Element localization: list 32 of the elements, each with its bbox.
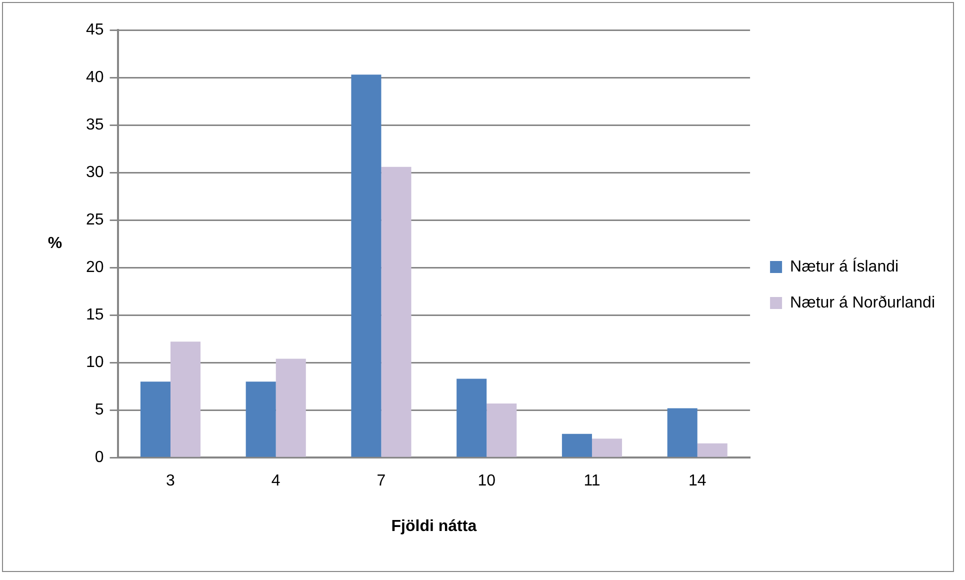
y-tick-label: 5 <box>94 401 104 418</box>
bar <box>246 382 276 457</box>
bar <box>697 443 728 457</box>
bar <box>276 358 306 457</box>
y-tick-label: 25 <box>86 211 104 228</box>
bar <box>486 403 517 457</box>
y-tick-label: 30 <box>86 164 104 181</box>
y-tick-label: 45 <box>86 21 104 38</box>
x-tick-label: 4 <box>271 472 280 490</box>
legend-label: Nætur á Norðurlandi <box>790 294 935 312</box>
x-tick-label: 14 <box>688 472 706 490</box>
y-tick-label: 35 <box>86 116 104 134</box>
y-tick-label: 0 <box>94 449 104 466</box>
legend-label: Nætur á Íslandi <box>790 257 899 276</box>
y-axis-title: % <box>48 235 62 252</box>
y-tick-label: 20 <box>86 258 104 276</box>
x-tick-label: 3 <box>166 472 176 490</box>
y-tick-label: 40 <box>86 68 104 86</box>
y-tick-label: 10 <box>86 354 104 371</box>
x-axis-title: Fjöldi nátta <box>391 518 477 535</box>
bar <box>456 378 487 457</box>
bar <box>381 166 412 457</box>
x-tick-label: 11 <box>584 472 600 490</box>
x-tick-label: 7 <box>376 472 386 490</box>
bar <box>351 74 382 457</box>
bar <box>667 408 698 457</box>
bar <box>170 342 201 457</box>
bar <box>592 438 622 457</box>
bar <box>140 382 170 457</box>
y-tick-label: 15 <box>86 306 104 324</box>
x-tick-label: 10 <box>478 472 496 490</box>
bar <box>562 434 592 457</box>
